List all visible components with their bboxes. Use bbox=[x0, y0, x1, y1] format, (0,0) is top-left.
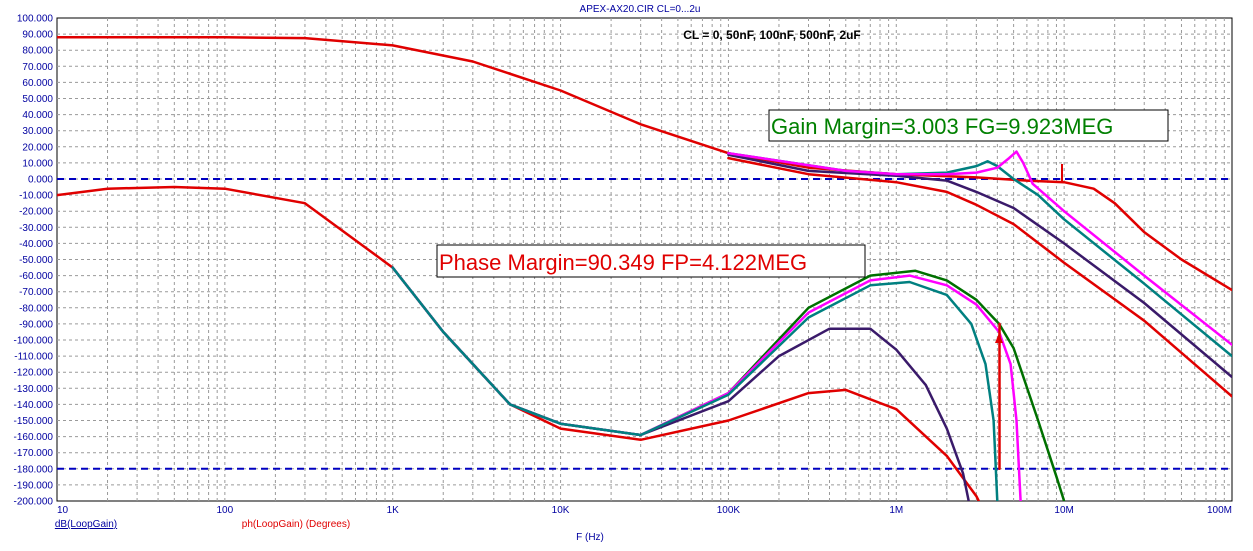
phase-margin-annotation: Phase Margin=90.349 FP=4.122MEG bbox=[439, 250, 807, 275]
phase-margin-marker bbox=[995, 333, 1003, 343]
y-tick-label: -30.000 bbox=[19, 223, 53, 234]
y-tick-label: 90.000 bbox=[22, 30, 53, 41]
y-tick-label: 100.000 bbox=[17, 14, 54, 25]
y-tick-label: -10.000 bbox=[19, 191, 53, 202]
y-tick-label: 40.000 bbox=[22, 110, 53, 121]
x-tick-labels: 10 100 1K 10K 100K 1M 10M 100M bbox=[57, 505, 1232, 516]
y-tick-label: -60.000 bbox=[19, 271, 53, 282]
y-tick-label: -40.000 bbox=[19, 239, 53, 250]
y-tick-label: -190.000 bbox=[14, 480, 54, 491]
y-tick-label: -120.000 bbox=[14, 368, 54, 379]
y-tick-label: -180.000 bbox=[14, 464, 54, 475]
y-tick-label: -80.000 bbox=[19, 303, 53, 314]
y-tick-label: -20.000 bbox=[19, 207, 53, 218]
chart-title: APEX-AX20.CIR CL=0...2u bbox=[580, 4, 701, 15]
y-tick-label: -90.000 bbox=[19, 319, 53, 330]
series-lines bbox=[57, 36, 1232, 501]
y-tick-label: -140.000 bbox=[14, 400, 54, 411]
y-tick-label: 60.000 bbox=[22, 78, 53, 89]
y-tick-label: 20.000 bbox=[22, 142, 53, 153]
y-tick-label: 30.000 bbox=[22, 126, 53, 137]
y-tick-label: -110.000 bbox=[14, 352, 53, 363]
gain-curve-4 bbox=[727, 150, 1232, 347]
gain-margin-annotation: Gain Margin=3.003 FG=9.923MEG bbox=[771, 114, 1113, 139]
y-tick-label: -50.000 bbox=[19, 255, 53, 266]
y-tick-label: -130.000 bbox=[14, 384, 54, 395]
y-tick-label: 0.000 bbox=[28, 175, 53, 186]
x-tick-label: 100K bbox=[717, 505, 741, 516]
chart-subtitle: CL = 0, 50nF, 100nF, 500nF, 2uF bbox=[683, 28, 861, 42]
reference-lines bbox=[57, 178, 1232, 470]
y-tick-labels: 100.000 90.000 80.000 70.000 60.000 50.000 40.… bbox=[14, 14, 54, 508]
y-tick-label: -150.000 bbox=[14, 416, 54, 427]
phase-curve-5 bbox=[57, 185, 981, 501]
y-tick-label: 50.000 bbox=[22, 94, 53, 105]
gain-curve-2 bbox=[727, 153, 1232, 379]
gain-curve-1 bbox=[727, 156, 1232, 398]
y-tick-label: 10.000 bbox=[22, 158, 53, 169]
y-tick-label: -100.000 bbox=[14, 336, 54, 347]
x-tick-label: 100M bbox=[1207, 505, 1232, 516]
x-tick-label: 100 bbox=[217, 505, 234, 516]
x-axis-label: F (Hz) bbox=[576, 532, 604, 543]
x-tick-label: 1M bbox=[889, 505, 903, 516]
y-tick-label: -200.000 bbox=[14, 497, 54, 508]
phase-curve-9 bbox=[391, 266, 999, 501]
y-tick-label: -70.000 bbox=[19, 287, 53, 298]
phase-margin-box bbox=[436, 244, 866, 278]
x-tick-label: 10K bbox=[552, 505, 570, 516]
gain-margin-box bbox=[768, 109, 1169, 142]
y-tick-label: -170.000 bbox=[14, 448, 54, 459]
legend-phase: ph(LoopGain) (Degrees) bbox=[242, 519, 350, 530]
x-tick-label: 10 bbox=[57, 505, 69, 516]
legend-gain: dB(LoopGain) bbox=[55, 519, 117, 530]
x-tick-label: 1K bbox=[387, 505, 400, 516]
x-tick-label: 10M bbox=[1054, 505, 1073, 516]
y-tick-label: 70.000 bbox=[22, 62, 53, 73]
y-tick-label: -160.000 bbox=[14, 432, 54, 443]
y-tick-label: 80.000 bbox=[22, 46, 53, 57]
